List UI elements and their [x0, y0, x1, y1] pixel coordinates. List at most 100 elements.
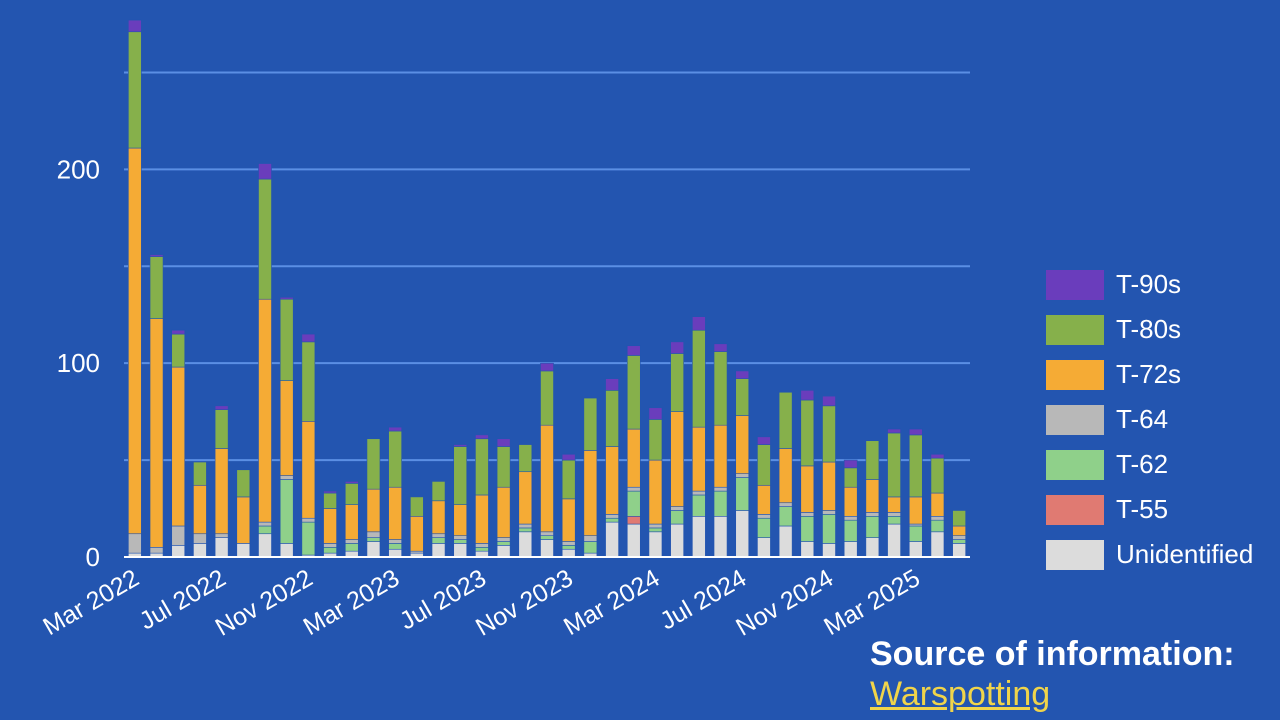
bar-segment-t-62[interactable]	[930, 519, 945, 533]
bar-segment-t-64[interactable]	[344, 539, 359, 544]
bar-segment-unidentified[interactable]	[908, 541, 923, 558]
bar-segment-t-90s[interactable]	[171, 329, 186, 335]
bar-segment-t-72s[interactable]	[344, 504, 359, 540]
bar-segment-t-72s[interactable]	[388, 486, 402, 540]
bar-segment-t-64[interactable]	[757, 514, 771, 519]
bar-stack-6[interactable]	[236, 469, 251, 558]
bar-segment-t-90s[interactable]	[800, 390, 815, 401]
bar-segment-t-72s[interactable]	[366, 488, 381, 533]
bar-segment-t-72s[interactable]	[930, 492, 945, 517]
legend-item-t90s[interactable]: T-90s	[1046, 262, 1253, 307]
bar-segment-t-72s[interactable]	[648, 459, 663, 525]
bar-segment-t-90s[interactable]	[214, 405, 229, 410]
bar-segment-t-72s[interactable]	[301, 421, 316, 519]
bar-segment-t-80s[interactable]	[193, 461, 207, 486]
bar-segment-t-62[interactable]	[388, 543, 402, 550]
bar-segment-t-72s[interactable]	[822, 461, 836, 511]
bar-stack-19[interactable]	[518, 444, 533, 558]
bar-segment-t-90s[interactable]	[930, 453, 945, 459]
bar-segment-t-64[interactable]	[431, 533, 446, 538]
bar-segment-t-90s[interactable]	[908, 428, 923, 436]
bar-segment-t-90s[interactable]	[128, 19, 142, 33]
bar-stack-17[interactable]	[475, 434, 489, 558]
bar-segment-t-80s[interactable]	[865, 440, 880, 480]
bar-segment-t-80s[interactable]	[952, 510, 966, 527]
bar-segment-t-80s[interactable]	[648, 419, 663, 461]
bar-stack-39[interactable]	[952, 510, 966, 558]
bar-segment-t-80s[interactable]	[410, 496, 424, 517]
bar-segment-unidentified[interactable]	[822, 543, 836, 558]
bar-segment-t-64[interactable]	[930, 515, 945, 521]
bar-stack-33[interactable]	[822, 395, 836, 558]
bar-segment-unidentified[interactable]	[366, 541, 381, 558]
bar-segment-unidentified[interactable]	[778, 525, 793, 558]
legend-item-unidentified[interactable]: Unidentified	[1046, 532, 1253, 577]
bar-segment-t-72s[interactable]	[605, 446, 619, 515]
bar-segment-t-90s[interactable]	[301, 333, 316, 343]
bar-stack-16[interactable]	[453, 444, 468, 558]
bar-stack-21[interactable]	[561, 453, 576, 558]
bar-segment-t-64[interactable]	[258, 521, 272, 527]
bar-segment-t-64[interactable]	[605, 514, 619, 519]
bar-segment-t-90s[interactable]	[344, 481, 359, 484]
bar-segment-t-90s[interactable]	[388, 426, 402, 432]
bar-segment-t-80s[interactable]	[323, 492, 337, 509]
bar-segment-t-90s[interactable]	[757, 436, 771, 445]
bar-segment-t-62[interactable]	[670, 510, 684, 525]
legend-item-t55[interactable]: T-55	[1046, 487, 1253, 532]
bar-segment-unidentified[interactable]	[540, 539, 554, 558]
bar-segment-unidentified[interactable]	[843, 541, 858, 558]
bar-segment-t-80s[interactable]	[713, 351, 728, 426]
bar-stack-36[interactable]	[887, 428, 901, 558]
bar-segment-t-64[interactable]	[822, 510, 836, 515]
bar-segment-t-90s[interactable]	[713, 343, 728, 352]
bar-segment-t-72s[interactable]	[561, 498, 576, 542]
bar-stack-5[interactable]	[214, 405, 229, 558]
bar-segment-t-72s[interactable]	[279, 380, 294, 476]
bar-segment-t-62[interactable]	[583, 541, 598, 554]
bar-stack-7[interactable]	[258, 163, 272, 558]
bar-segment-unidentified[interactable]	[193, 543, 207, 558]
bar-segment-t-80s[interactable]	[778, 391, 793, 449]
bar-segment-unidentified[interactable]	[626, 523, 641, 558]
bar-segment-unidentified[interactable]	[648, 531, 663, 558]
bar-segment-t-72s[interactable]	[626, 428, 641, 488]
bar-segment-t-62[interactable]	[366, 537, 381, 542]
bar-segment-t-72s[interactable]	[475, 494, 489, 544]
bar-stack-1[interactable]	[128, 19, 142, 558]
bar-segment-t-72s[interactable]	[670, 411, 684, 507]
bar-stack-9[interactable]	[301, 333, 316, 558]
bar-segment-t-62[interactable]	[908, 525, 923, 542]
bar-stack-25[interactable]	[648, 407, 663, 558]
bar-stack-12[interactable]	[366, 438, 381, 558]
bar-segment-t-90s[interactable]	[605, 378, 619, 391]
bar-segment-t-64[interactable]	[171, 525, 186, 546]
bar-segment-t-80s[interactable]	[431, 481, 446, 502]
bar-segment-t-72s[interactable]	[453, 504, 468, 536]
bar-segment-t-80s[interactable]	[887, 432, 901, 498]
bar-stack-23[interactable]	[605, 378, 619, 558]
bar-segment-t-64[interactable]	[149, 547, 164, 554]
bar-segment-t-90s[interactable]	[822, 395, 836, 407]
bar-segment-unidentified[interactable]	[518, 531, 533, 558]
bar-segment-t-62[interactable]	[431, 537, 446, 544]
bar-segment-t-80s[interactable]	[344, 483, 359, 505]
bar-stack-3[interactable]	[171, 329, 186, 558]
bar-segment-unidentified[interactable]	[605, 521, 619, 558]
bar-segment-t-80s[interactable]	[757, 444, 771, 486]
bar-segment-t-80s[interactable]	[453, 446, 468, 505]
bar-segment-t-72s[interactable]	[843, 486, 858, 517]
bar-segment-t-80s[interactable]	[518, 444, 533, 473]
bar-segment-t-64[interactable]	[453, 535, 468, 540]
bar-segment-unidentified[interactable]	[757, 537, 771, 558]
bar-segment-t-62[interactable]	[887, 515, 901, 525]
bar-segment-t-72s[interactable]	[431, 500, 446, 535]
bar-segment-unidentified[interactable]	[670, 523, 684, 558]
bar-segment-t-80s[interactable]	[843, 467, 858, 488]
bar-segment-t-64[interactable]	[626, 486, 641, 492]
bar-segment-t-90s[interactable]	[561, 453, 576, 461]
bar-segment-t-72s[interactable]	[692, 426, 706, 492]
bar-segment-unidentified[interactable]	[865, 537, 880, 558]
bar-segment-t-72s[interactable]	[193, 484, 207, 535]
bar-segment-unidentified[interactable]	[735, 510, 750, 558]
